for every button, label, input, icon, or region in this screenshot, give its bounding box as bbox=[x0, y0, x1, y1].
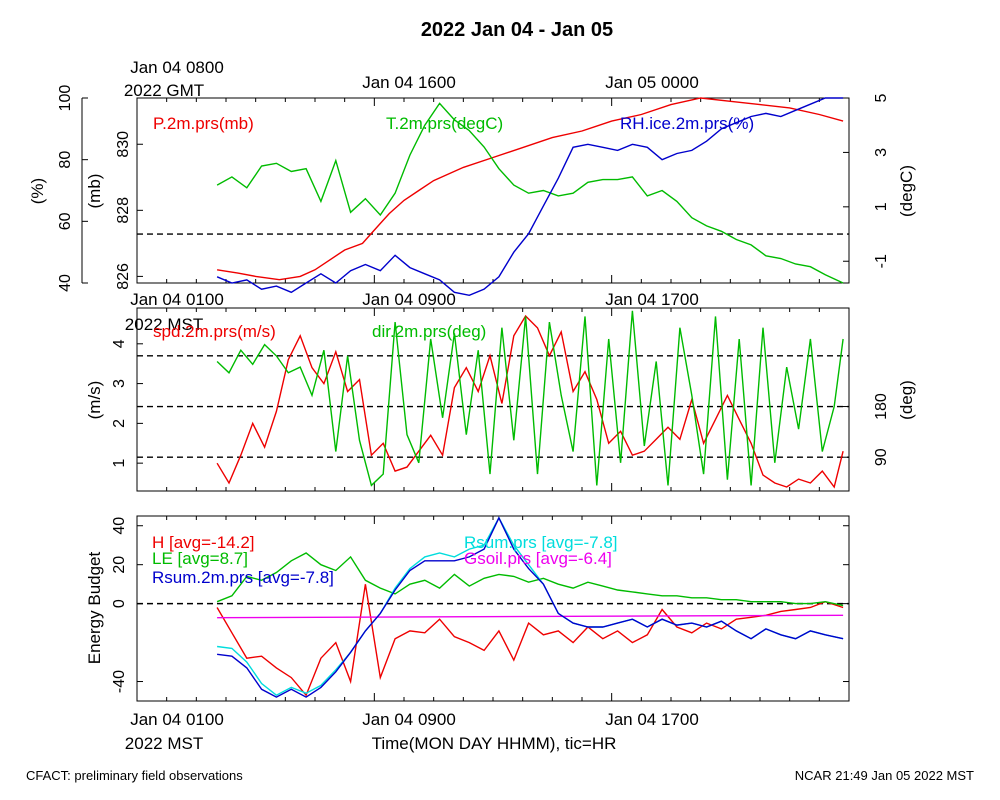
pressure-tick-label: 830 bbox=[115, 131, 132, 158]
speed-tick-label: 3 bbox=[111, 379, 128, 388]
mst-tick-label-2: Jan 04 1700 bbox=[605, 710, 699, 729]
mst-tick-label-0: Jan 04 0100 bbox=[130, 710, 224, 729]
legend-temperature: T.2m.prs(degC) bbox=[386, 114, 503, 133]
rh-tick-label: 60 bbox=[57, 212, 74, 230]
series-line-1 bbox=[216, 552, 844, 607]
rh-tick-label: 100 bbox=[57, 85, 74, 112]
legend-direction: dir.2m.prs(deg) bbox=[372, 322, 486, 341]
energy-tick-label: 40 bbox=[111, 517, 128, 535]
rh-tick-label: 40 bbox=[57, 274, 74, 292]
speed-tick-label: 4 bbox=[111, 339, 128, 348]
energy-axis-label: Energy Budget bbox=[85, 551, 104, 664]
series-line-0 bbox=[216, 584, 844, 697]
legend-speed: spd.2m.prs(m/s) bbox=[153, 322, 276, 341]
series-line-1 bbox=[216, 102, 844, 284]
series-line-4 bbox=[217, 516, 844, 698]
mst-tick-label-1: Jan 04 0900 bbox=[362, 710, 456, 729]
mst-tick-label-2-top: Jan 04 1700 bbox=[605, 290, 699, 309]
series-line-0 bbox=[216, 314, 844, 489]
series-line-3 bbox=[217, 614, 844, 619]
pressure-tick-label: 826 bbox=[115, 263, 132, 290]
temperature-tick-label: -1 bbox=[873, 254, 890, 268]
series-line-0 bbox=[216, 97, 844, 281]
legend-rsum-2m-prs: Rsum.2m.prs [avg=-7.8] bbox=[152, 568, 334, 587]
speed-tick-label: 2 bbox=[111, 419, 128, 428]
legend-gsoil-prs: Gsoil.prs [avg=-6.4] bbox=[464, 549, 612, 568]
energy-tick-label: -40 bbox=[111, 670, 128, 693]
x-axis-label: Time(MON DAY HHMM), tic=HR bbox=[372, 734, 617, 753]
footer-right: NCAR 21:49 Jan 05 2022 MST bbox=[794, 768, 974, 783]
temperature-tick-label: 3 bbox=[873, 148, 890, 157]
legend-le: LE [avg=8.7] bbox=[152, 549, 248, 568]
series-line-1 bbox=[216, 310, 844, 487]
legend-pressure: P.2m.prs(mb) bbox=[153, 114, 254, 133]
rh-tick-label: 80 bbox=[57, 151, 74, 169]
direction-tick-label: 180 bbox=[873, 393, 890, 420]
temperature-tick-label: 5 bbox=[873, 93, 890, 102]
series-line-2 bbox=[216, 97, 844, 297]
pressure-axis-label: (mb) bbox=[85, 174, 104, 209]
legend-rsum-prs: Rsum.prs [avg=-7.8] bbox=[464, 533, 618, 552]
footer-left: CFACT: preliminary field observations bbox=[26, 768, 243, 783]
temperature-axis-label: (degC) bbox=[897, 165, 916, 217]
energy-tick-label: 20 bbox=[111, 556, 128, 574]
temperature-tick-label: 1 bbox=[873, 202, 890, 211]
mst-year-label-top: 2022 MST bbox=[125, 315, 203, 334]
direction-tick-label: 90 bbox=[873, 448, 890, 466]
legend-rh: RH.ice.2m.prs(%) bbox=[620, 114, 754, 133]
speed-tick-label: 1 bbox=[111, 459, 128, 468]
direction-axis-label: (deg) bbox=[897, 380, 916, 420]
mst-tick-label-0-top: Jan 04 0100 bbox=[130, 290, 224, 309]
mst-year-label: 2022 MST bbox=[125, 734, 203, 753]
gmt-tick-label-0: Jan 04 0800 bbox=[130, 58, 224, 77]
energy-tick-label: 0 bbox=[111, 599, 128, 608]
gmt-tick-label-1: Jan 04 1600 bbox=[362, 73, 456, 92]
chart-title: 2022 Jan 04 - Jan 05 bbox=[421, 19, 613, 41]
gmt-tick-label-2: Jan 05 0000 bbox=[605, 73, 699, 92]
pressure-tick-label: 828 bbox=[115, 197, 132, 224]
mst-tick-label-1-top: Jan 04 0900 bbox=[362, 290, 456, 309]
gmt-year-label: 2022 GMT bbox=[124, 81, 204, 100]
rh-axis-label: (%) bbox=[28, 178, 47, 204]
chart-marks: 826828830(mb)406080100(%)-1135(degC)P.2m… bbox=[28, 85, 916, 701]
legend-h: H [avg=-14.2] bbox=[152, 533, 255, 552]
speed-axis-label: (m/s) bbox=[85, 381, 104, 420]
